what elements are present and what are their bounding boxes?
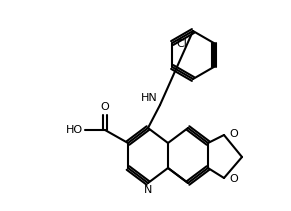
Text: HN: HN: [141, 93, 158, 103]
Text: O: O: [229, 174, 238, 184]
Text: Cl: Cl: [176, 39, 187, 49]
Text: O: O: [101, 102, 109, 112]
Text: HO: HO: [66, 125, 83, 135]
Text: O: O: [229, 129, 238, 139]
Text: N: N: [144, 185, 152, 195]
